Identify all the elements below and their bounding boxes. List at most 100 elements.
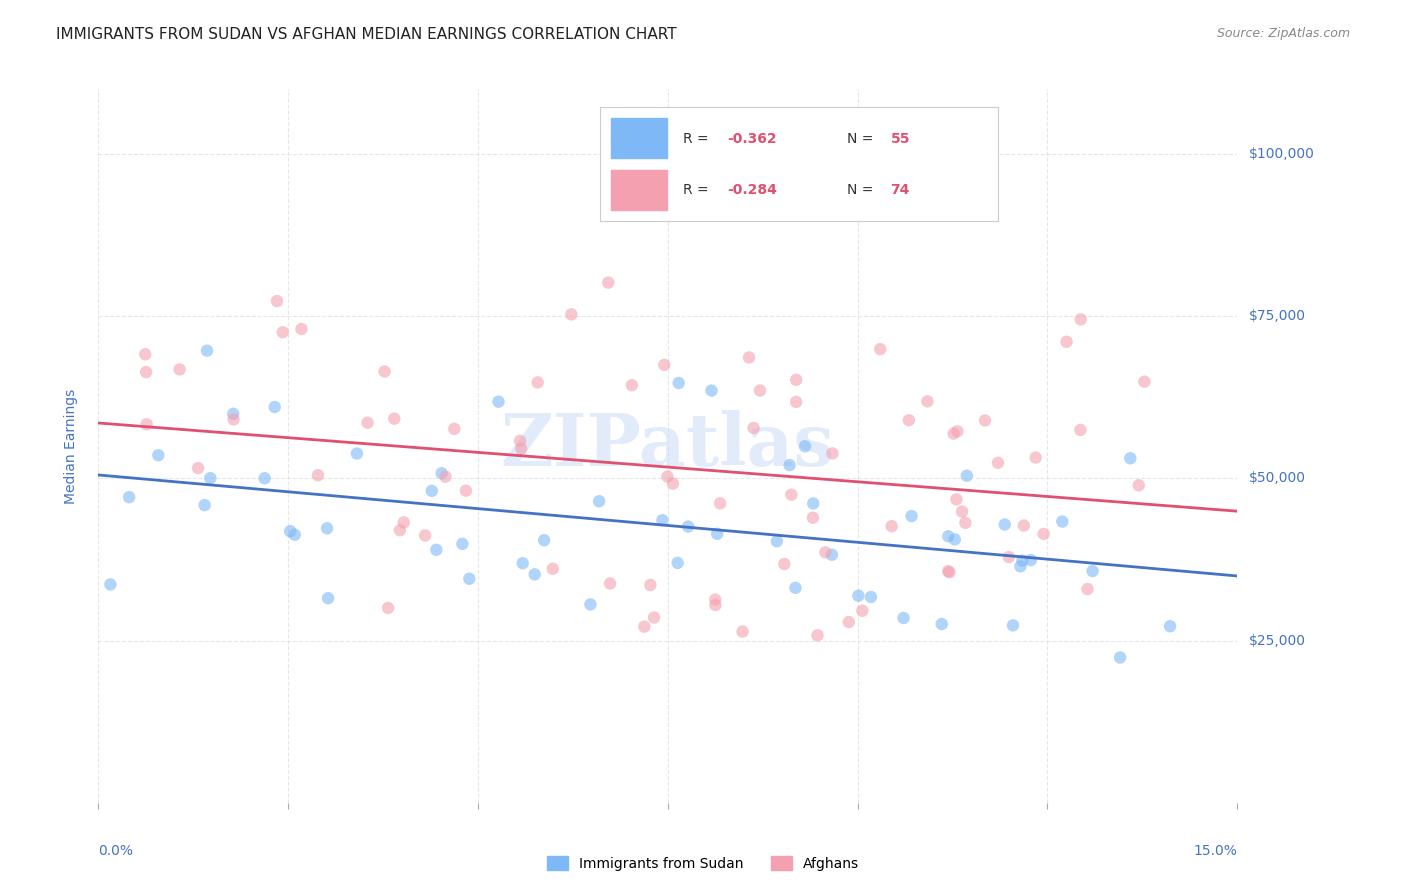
Immigrants from Sudan [195,343,218,358]
Immigrants from Sudan [651,513,673,527]
Immigrants from Sudan [848,589,870,603]
Immigrants from Sudan [821,548,844,562]
Afghans [377,601,399,615]
Afghans [738,351,761,365]
Immigrants from Sudan [194,498,217,512]
Immigrants from Sudan [222,407,245,421]
Afghans [509,434,531,448]
Y-axis label: Median Earnings: Median Earnings [63,388,77,504]
Afghans [869,342,891,356]
Immigrants from Sudan [1159,619,1181,633]
Immigrants from Sudan [100,577,122,591]
Text: $25,000: $25,000 [1249,633,1305,648]
Immigrants from Sudan [579,598,602,612]
Afghans [942,426,965,441]
Immigrants from Sudan [346,446,368,460]
Afghans [709,496,731,510]
Afghans [801,510,824,524]
Immigrants from Sudan [943,533,966,547]
Afghans [917,394,939,409]
Afghans [134,347,156,361]
Afghans [307,468,329,483]
Afghans [704,592,727,607]
Afghans [135,365,157,379]
Afghans [356,416,378,430]
Afghans [1056,334,1078,349]
Immigrants from Sudan [668,376,690,390]
Afghans [633,620,655,634]
Immigrants from Sudan [766,534,789,549]
Afghans [1128,478,1150,492]
Legend: Immigrants from Sudan, Afghans: Immigrants from Sudan, Afghans [541,850,865,876]
Afghans [222,412,245,426]
Afghans [266,294,288,309]
Immigrants from Sudan [1010,559,1032,574]
Immigrants from Sudan [676,519,699,533]
Immigrants from Sudan [893,611,915,625]
Text: $75,000: $75,000 [1249,310,1305,323]
Immigrants from Sudan [779,458,801,472]
Immigrants from Sudan [588,494,610,508]
Immigrants from Sudan [316,591,339,606]
Afghans [1076,582,1098,596]
Afghans [662,476,685,491]
Afghans [785,395,807,409]
Immigrants from Sudan [1001,618,1024,632]
Immigrants from Sudan [785,581,807,595]
Immigrants from Sudan [900,509,922,524]
Afghans [945,492,967,507]
Immigrants from Sudan [1109,650,1132,665]
Afghans [135,417,157,432]
Afghans [938,566,960,580]
Afghans [1032,527,1054,541]
Afghans [290,322,312,336]
Afghans [382,411,405,425]
Afghans [955,516,977,530]
Immigrants from Sudan [200,471,222,485]
Afghans [640,578,662,592]
Afghans [1025,450,1047,465]
Afghans [838,615,860,629]
Afghans [1070,312,1092,326]
Immigrants from Sudan [1081,564,1104,578]
Immigrants from Sudan [994,517,1017,532]
Text: ZIPatlas: ZIPatlas [501,410,835,482]
Afghans [974,413,997,427]
Afghans [374,364,396,378]
Afghans [443,422,465,436]
Afghans [541,562,564,576]
Afghans [643,610,665,624]
Afghans [780,488,803,502]
Immigrants from Sudan [118,490,141,504]
Immigrants from Sudan [425,542,447,557]
Afghans [169,362,191,376]
Afghans [560,307,582,321]
Afghans [742,421,765,435]
Immigrants from Sudan [316,521,339,535]
Text: 15.0%: 15.0% [1194,845,1237,858]
Immigrants from Sudan [523,567,546,582]
Immigrants from Sudan [253,471,276,485]
Afghans [434,469,457,483]
Immigrants from Sudan [533,533,555,548]
Immigrants from Sudan [512,556,534,570]
Immigrants from Sudan [700,384,723,398]
Afghans [946,425,969,439]
Afghans [950,504,973,518]
Immigrants from Sudan [458,572,481,586]
Afghans [749,384,772,398]
Immigrants from Sudan [1052,515,1074,529]
Afghans [652,358,675,372]
Immigrants from Sudan [706,526,728,541]
Afghans [271,325,294,339]
Immigrants from Sudan [1019,553,1042,567]
Afghans [1012,518,1035,533]
Afghans [704,598,727,612]
Afghans [388,523,411,537]
Text: $100,000: $100,000 [1249,147,1315,161]
Immigrants from Sudan [794,439,817,453]
Immigrants from Sudan [284,528,307,542]
Immigrants from Sudan [278,524,301,539]
Afghans [392,516,415,530]
Immigrants from Sudan [801,496,824,510]
